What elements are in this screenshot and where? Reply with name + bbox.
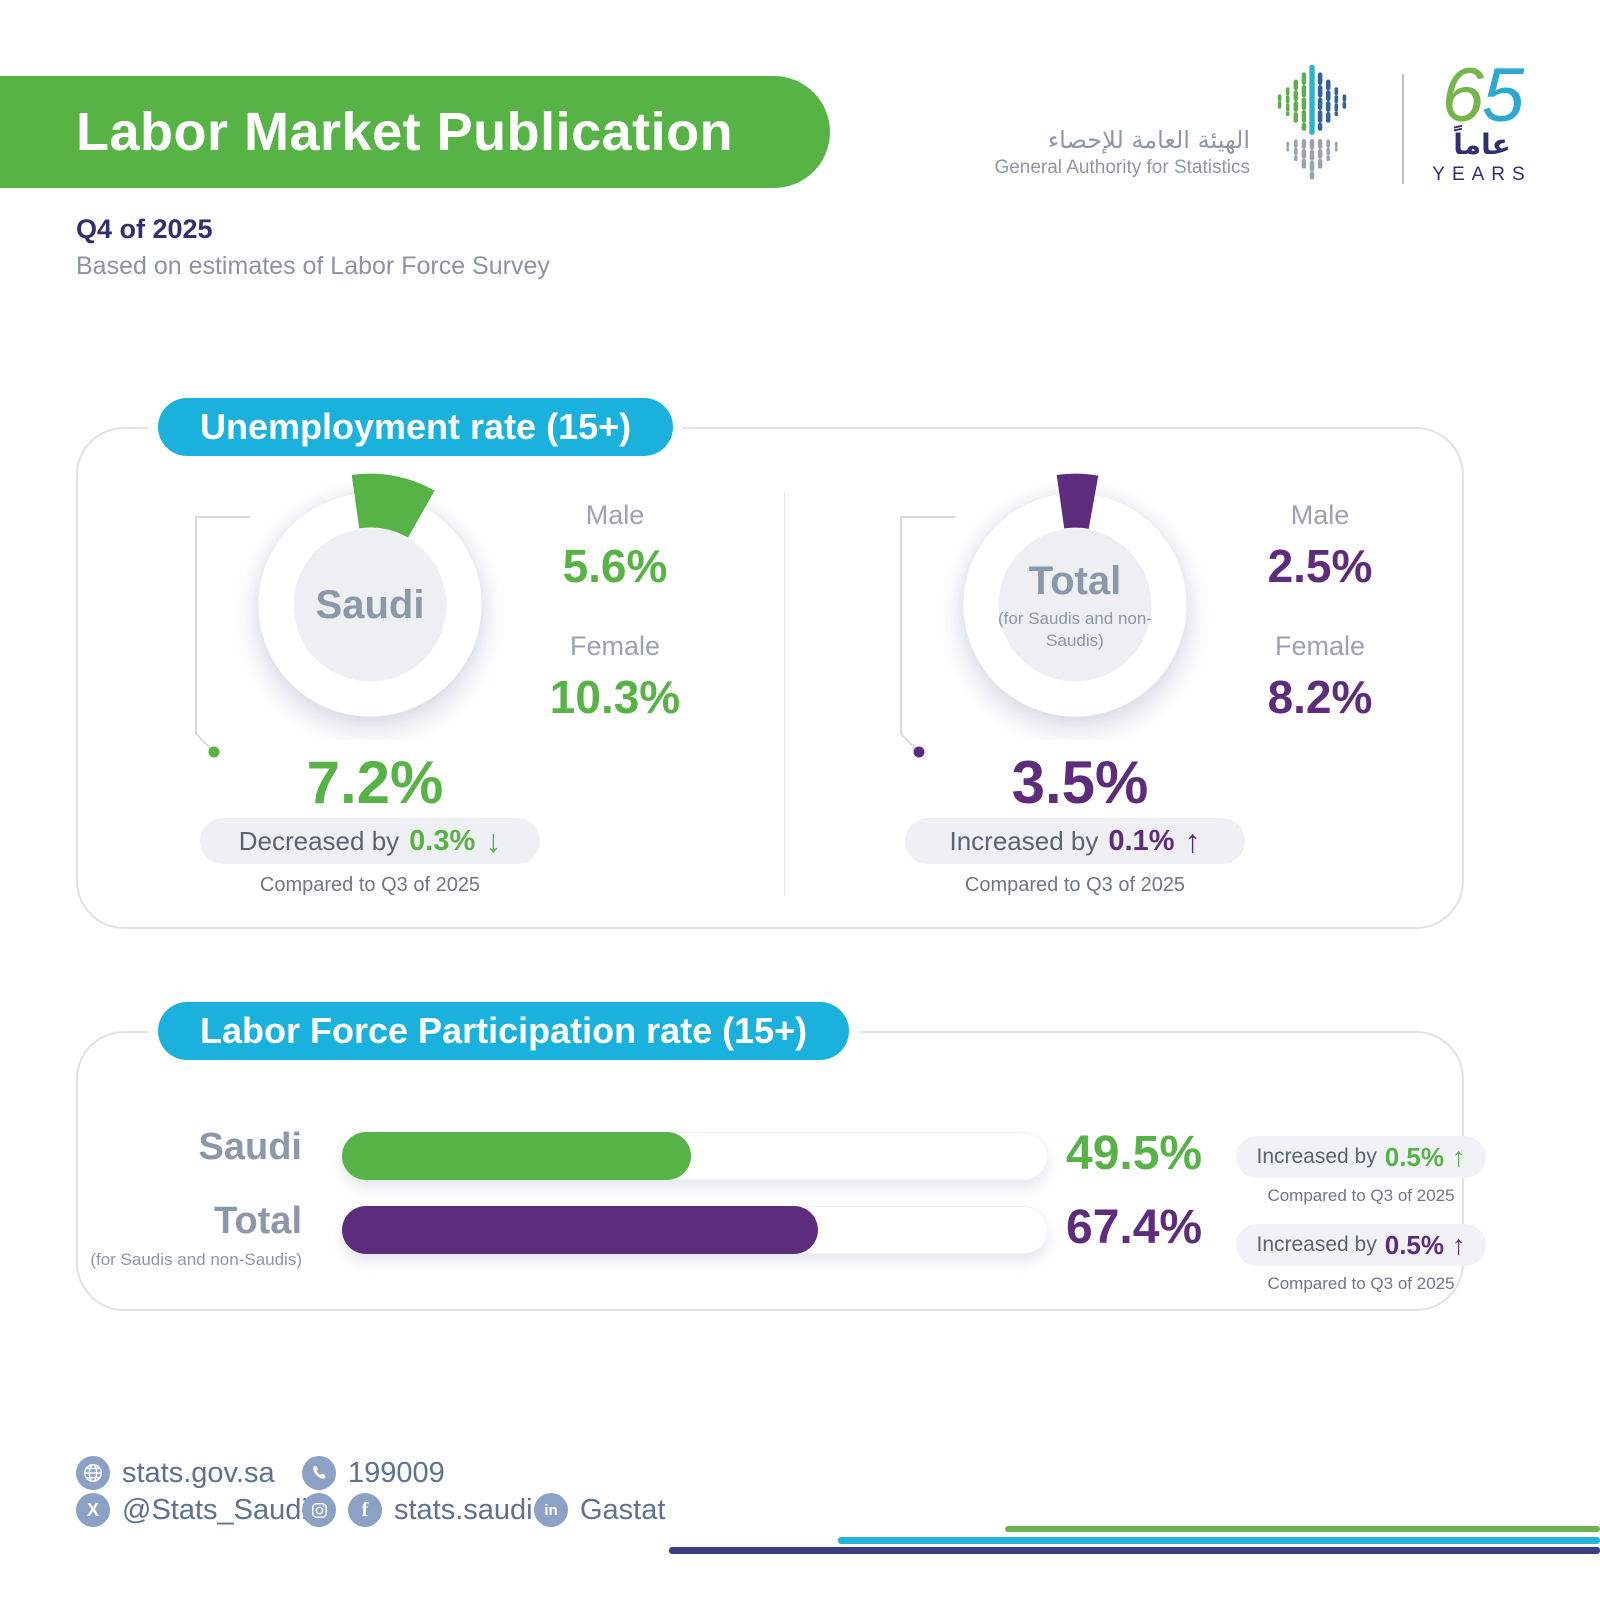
org-names: الهيئة العامة للإحصاء General Authority … — [960, 126, 1250, 179]
period-label: Q4 of 2025 — [76, 214, 213, 244]
saudi-male-rate: 5.6% — [562, 540, 668, 592]
saudi-bar-fill — [342, 1132, 692, 1180]
total-donut-chart: Total (for Saudis and non-Saudis) — [940, 470, 1210, 740]
decoration-line-green — [1005, 1526, 1600, 1532]
bracket-decoration — [195, 516, 250, 758]
total-change-badge: Increased by 0.1% ↑ — [905, 818, 1245, 864]
org-name-english: General Authority for Statistics — [994, 157, 1250, 178]
saudi-change-value: 0.3% — [409, 824, 476, 857]
saudi-bar-change-badge: Increased by 0.5% ↑ — [1236, 1136, 1486, 1178]
total-bar-track — [342, 1206, 1048, 1254]
saudi-donut-arc — [351, 473, 435, 538]
bracket-decoration — [900, 516, 955, 758]
unemployment-group-saudi: Saudi Male 5.6% Female 10.3% 7.2% Decrea… — [110, 460, 750, 930]
footer-social-handle[interactable]: f stats.saudi — [302, 1493, 533, 1527]
female-label: Female — [569, 631, 661, 661]
saudi-participation-rate: 49.5% — [1066, 1127, 1203, 1180]
total-compare-note: Compared to Q3 of 2025 — [964, 874, 1186, 896]
total-bar-compare-note: Compared to Q3 of 2025 — [1267, 1274, 1455, 1293]
x-social-icon: X — [76, 1493, 110, 1527]
saudi-gender-values: Male 5.6% Female 10.3% — [515, 500, 715, 762]
decoration-line-navy — [669, 1547, 1600, 1554]
total-donut-sublabel: (for Saudis and non-Saudis) — [997, 609, 1153, 650]
male-label: Male — [1290, 500, 1350, 530]
logo-divider — [1402, 74, 1404, 184]
saudi-bar-label: Saudi — [198, 1126, 302, 1168]
saudi-unemployment-rate: 7.2% — [306, 749, 444, 816]
total-male-rate: 2.5% — [1267, 540, 1373, 592]
footer-website[interactable]: stats.gov.sa — [76, 1456, 275, 1490]
total-donut-label: Total — [1028, 559, 1122, 604]
anniversary-arabic: عاماً — [1453, 128, 1511, 162]
report-subtitle: Based on estimates of Labor Force Survey — [76, 252, 550, 280]
globe-icon — [76, 1456, 110, 1490]
total-donut-arc — [1056, 473, 1099, 529]
card-divider — [784, 492, 785, 896]
org-name-arabic: الهيئة العامة للإحصاء — [1047, 126, 1250, 154]
anniversary-number: 65 — [1441, 53, 1525, 138]
saudi-donut-chart: Saudi — [235, 470, 505, 740]
unemployment-group-total: Total (for Saudis and non-Saudis) Male 2… — [815, 460, 1455, 930]
female-label: Female — [1274, 631, 1366, 661]
footer-linkedin[interactable]: in Gastat — [534, 1493, 665, 1527]
total-bar-sublabel: (for Saudis and non-Saudis) — [90, 1250, 302, 1269]
page-title: Labor Market Publication — [76, 102, 734, 162]
anniversary-logo: 65 عاماً YEARS — [1424, 53, 1540, 186]
total-bar-label: Total — [214, 1200, 302, 1242]
gastat-palm-icon — [1277, 64, 1347, 180]
footer-x-handle[interactable]: X @Stats_Saudi — [76, 1493, 308, 1527]
male-label: Male — [585, 500, 645, 530]
saudi-donut-label: Saudi — [315, 582, 425, 627]
linkedin-icon: in — [534, 1493, 568, 1527]
total-bar-fill — [342, 1206, 818, 1254]
total-change-value: 0.1% — [1108, 824, 1175, 857]
decoration-line-cyan — [838, 1537, 1600, 1544]
total-gender-values: Male 2.5% Female 8.2% — [1220, 500, 1420, 762]
total-bar-change-badge: Increased by 0.5% ↑ — [1236, 1224, 1486, 1266]
unemployment-section-title: Unemployment rate (15+) — [158, 398, 674, 456]
phone-icon — [302, 1456, 336, 1490]
saudi-change-badge: Decreased by 0.3% ↓ — [200, 818, 540, 864]
saudi-bar-track — [342, 1132, 1048, 1180]
facebook-icon: f — [348, 1493, 382, 1527]
anniversary-years: YEARS — [1432, 164, 1532, 186]
saudi-female-rate: 10.3% — [549, 671, 681, 723]
total-female-rate: 8.2% — [1267, 671, 1373, 723]
saudi-compare-note: Compared to Q3 of 2025 — [259, 874, 481, 896]
total-participation-rate: 67.4% — [1066, 1201, 1203, 1254]
instagram-icon — [302, 1493, 336, 1527]
total-unemployment-rate: 3.5% — [1011, 749, 1149, 816]
saudi-bar-compare-note: Compared to Q3 of 2025 — [1267, 1186, 1455, 1205]
title-banner: Labor Market Publication — [0, 76, 830, 188]
participation-section-title: Labor Force Participation rate (15+) — [158, 1002, 850, 1060]
footer-phone[interactable]: 199009 — [302, 1456, 445, 1490]
